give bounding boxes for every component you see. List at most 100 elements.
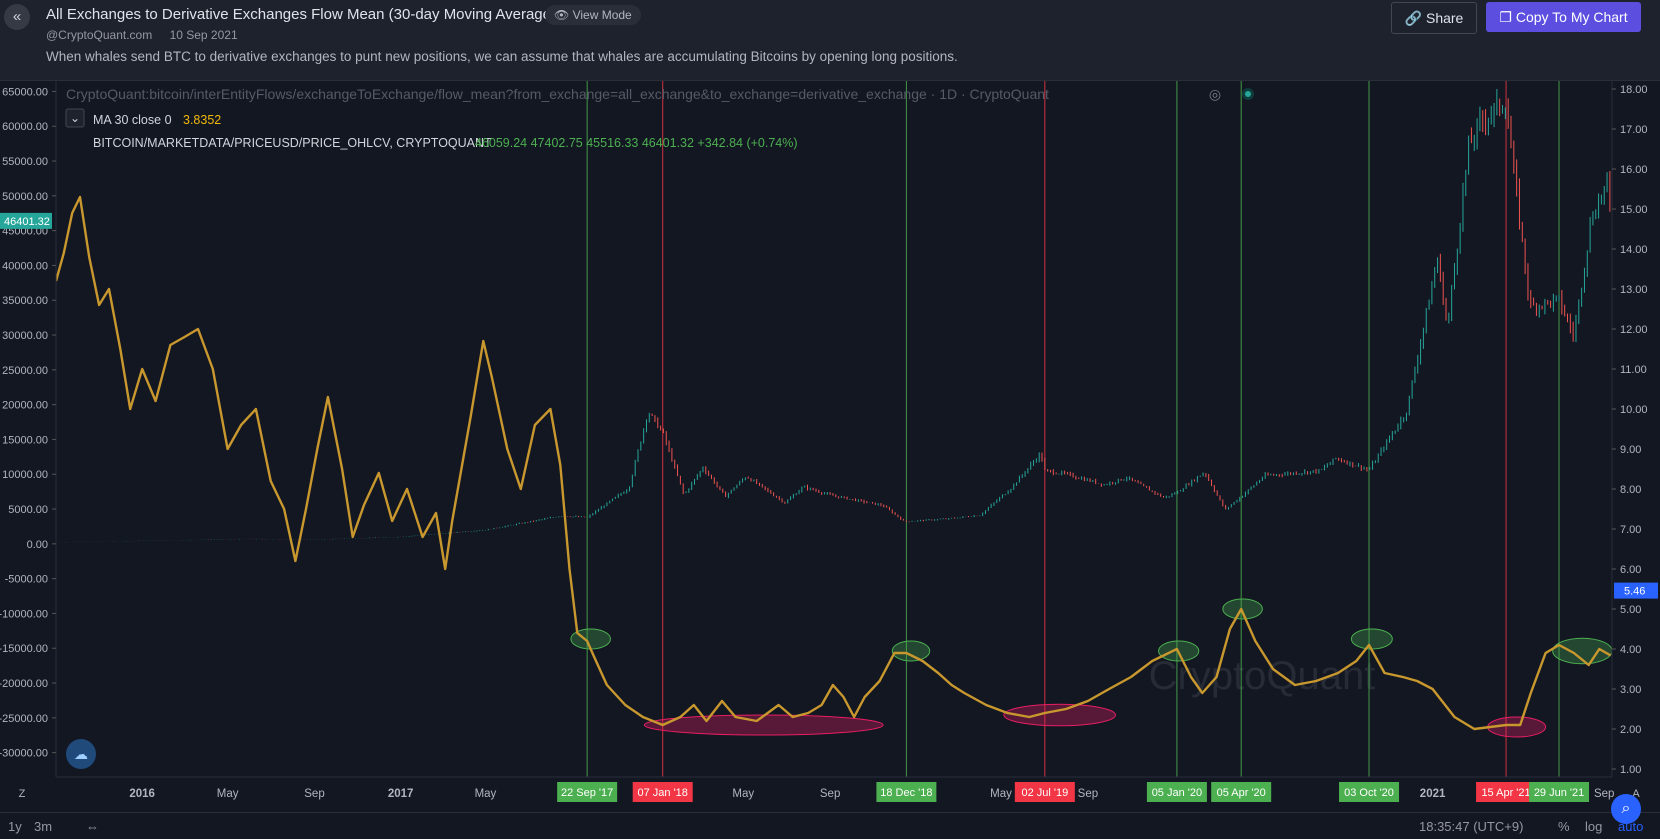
left-tick-label: -20000.00 [0, 678, 48, 690]
x-tick-label: Sep [304, 788, 324, 800]
right-last-value-badge [1614, 582, 1658, 599]
right-tick-label: 2.00 [1620, 724, 1641, 736]
date-marker-badge [1339, 782, 1400, 802]
left-tick-label: -15000.00 [0, 643, 48, 655]
chart-area[interactable]: CryptoQuant 65000.00 60000.00 55000.00 50000… [0, 81, 1660, 812]
right-tick-label: 5.00 [1620, 604, 1641, 616]
chart-description: When whales send BTC to derivative excha… [46, 49, 958, 64]
chart-footer: 1y 3m ⇔ 18:35:47 (UTC+9) % log auto [0, 812, 1660, 839]
left-tick-label: 25000.00 [2, 365, 48, 377]
right-tick-label: 1.00 [1620, 764, 1641, 776]
right-tick-label: 12.00 [1620, 324, 1648, 336]
chart-meta: @CryptoQuant.com 10 Sep 2021 [46, 28, 252, 42]
right-tick-label: 14.00 [1620, 244, 1648, 256]
right-last-value-label: 5.46 [1624, 586, 1645, 598]
chevron-double-left-icon: « [12, 8, 22, 25]
plot-background [56, 81, 1612, 777]
right-tick-label: 3.00 [1620, 684, 1641, 696]
legend-ma-label: MA 30 close 0 [93, 113, 172, 127]
tradingview-logo [66, 739, 96, 769]
cloud-icon: ☁ [74, 746, 88, 762]
date-marker-label: 15 Apr '21 [1481, 787, 1530, 799]
left-last-value-badge [0, 212, 52, 229]
date-marker-badge [1529, 782, 1590, 802]
date-marker-badge [1014, 782, 1075, 802]
left-tick-label: 40000.00 [2, 260, 48, 272]
status-dot-core [1245, 91, 1251, 97]
range-1y-button[interactable]: 1y [8, 819, 22, 834]
left-tick-label: 65000.00 [2, 86, 48, 98]
left-tick-label: -25000.00 [0, 713, 48, 725]
right-tick-label: 18.00 [1620, 84, 1648, 96]
right-tick-label: 16.00 [1620, 164, 1648, 176]
legend-price-ohlc: 46059.24 47402.75 45516.33 46401.32 +342… [475, 136, 798, 150]
left-tick-label: -30000.00 [0, 748, 48, 760]
price-candles [55, 89, 1611, 543]
z-label: Z [19, 788, 26, 800]
flow-mean-line [54, 195, 1612, 731]
date-marker-label: 03 Oct '20 [1344, 787, 1394, 799]
legend-ma-value: 3.8352 [183, 113, 221, 127]
back-button[interactable]: « [4, 4, 30, 30]
watermark: CryptoQuant [1149, 654, 1376, 698]
date-marker-badge [1146, 782, 1207, 802]
highlight-ellipse [1350, 628, 1393, 650]
date-marker-label: 29 Jun '21 [1534, 787, 1584, 799]
chart-header: « All Exchanges to Derivative Exchanges … [0, 0, 1660, 81]
date-marker-label: 05 Apr '20 [1217, 787, 1266, 799]
clock-readout: 18:35:47 (UTC+9) [1419, 819, 1524, 834]
right-tick-label: 8.00 [1620, 484, 1641, 496]
x-tick-label: May [475, 788, 497, 800]
eye-icon: 👁 [554, 8, 570, 22]
right-axis-panel [1612, 81, 1660, 777]
date-marker-badge [557, 782, 618, 802]
left-tick-label: 30000.00 [2, 330, 48, 342]
x-tick-label: May [732, 788, 754, 800]
x-tick-label: Sep [1078, 788, 1098, 800]
right-tick-label: 13.00 [1620, 284, 1648, 296]
chart-title: All Exchanges to Derivative Exchanges Fl… [46, 6, 556, 23]
highlight-ellipse [1222, 598, 1263, 620]
left-last-value-label: 46401.32 [4, 216, 50, 228]
a-label: A [1632, 788, 1640, 800]
left-tick-label: 20000.00 [2, 400, 48, 412]
share-button[interactable]: 🔗 Share [1391, 2, 1477, 34]
left-tick-label: 60000.00 [2, 121, 48, 133]
date-marker-label: 07 Jan '18 [638, 787, 688, 799]
view-mode-badge[interactable]: 👁 View Mode [545, 5, 641, 25]
chevron-down-icon: ⌄ [70, 111, 80, 125]
left-tick-label: 55000.00 [2, 156, 48, 168]
right-tick-label: 15.00 [1620, 204, 1648, 216]
x-tick-label: 2016 [129, 788, 155, 800]
left-tick-label: 0.00 [27, 539, 48, 551]
magnifier-icon[interactable]: ⌕ [1611, 794, 1641, 824]
right-tick-label: 10.00 [1620, 404, 1648, 416]
copy-to-my-chart-button[interactable]: ❐ Copy To My Chart [1486, 2, 1641, 32]
date-range-icon[interactable]: ⇔ [86, 819, 99, 834]
x-tick-label: Sep [820, 788, 840, 800]
left-tick-label: 50000.00 [2, 191, 48, 203]
link-icon: 🔗 [1404, 10, 1423, 26]
right-tick-label: 7.00 [1620, 524, 1641, 536]
copy-icon: ❐ [1499, 9, 1512, 25]
left-axis-panel [0, 81, 56, 777]
x-tick-label: 2021 [1420, 788, 1446, 800]
percent-scale-toggle[interactable]: % [1558, 819, 1570, 834]
range-3m-button[interactable]: 3m [34, 819, 53, 834]
left-tick-label: -5000.00 [5, 574, 48, 586]
highlight-ellipse [1003, 703, 1116, 727]
date-marker-label: 18 Dec '18 [880, 787, 932, 799]
log-scale-toggle[interactable]: log [1585, 819, 1603, 834]
right-tick-label: 11.00 [1620, 364, 1647, 376]
left-tick-label: 10000.00 [2, 469, 48, 481]
highlight-ellipse [891, 640, 931, 662]
collapse-legend-button [65, 108, 85, 128]
date-marker-badge [1476, 782, 1537, 802]
left-tick-label: 35000.00 [2, 295, 48, 307]
left-tick-label: 5000.00 [8, 504, 48, 516]
author-link[interactable]: @CryptoQuant.com [46, 28, 153, 42]
hide-eye-icon: ◎ [1209, 86, 1221, 102]
date-marker-badge [1211, 782, 1272, 802]
publish-date: 10 Sep 2021 [169, 28, 238, 42]
legend-source: CryptoQuant:bitcoin/interEntityFlows/exc… [66, 86, 1049, 102]
